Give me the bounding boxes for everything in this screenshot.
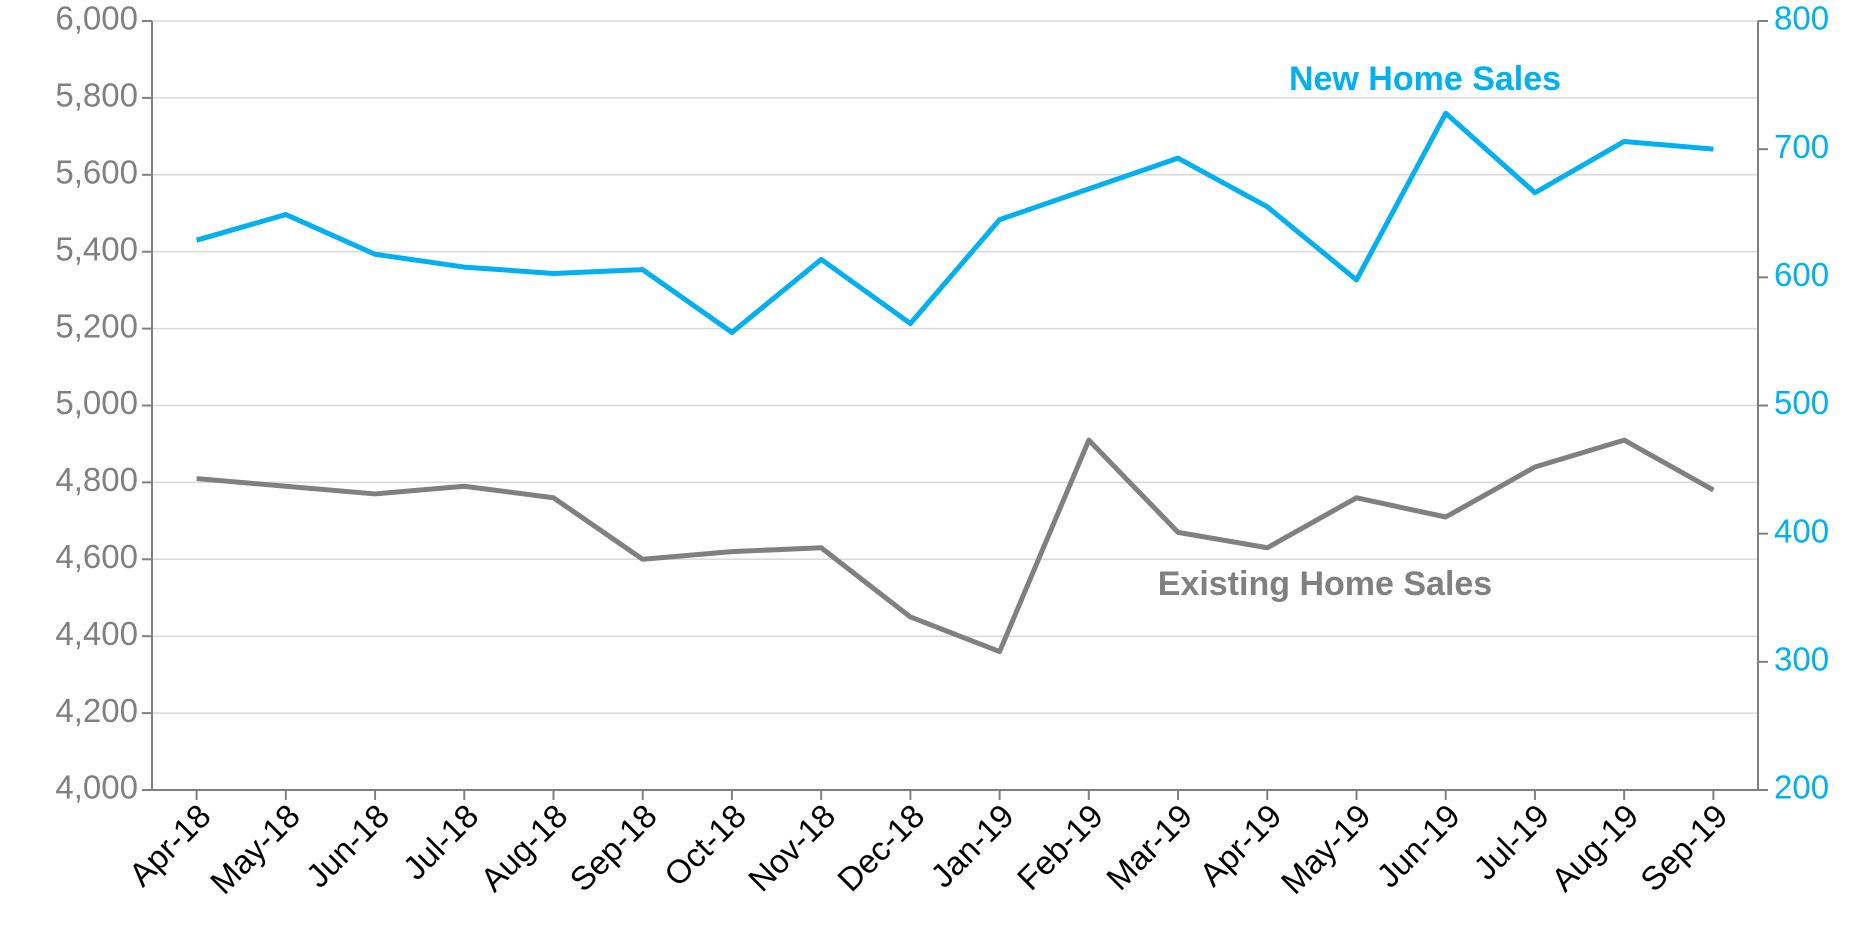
x-tick-label: Jun-19 [1369, 797, 1467, 895]
y-tick-label: 5,800 [55, 77, 138, 114]
annotation: Existing Home Sales [1158, 565, 1492, 603]
x-tick-label: Jul-18 [396, 797, 486, 887]
y2-tick-label: 500 [1774, 384, 1829, 421]
y-tick-label: 5,600 [55, 154, 138, 191]
y-tick-label: 4,000 [55, 769, 138, 806]
x-tick-label: Aug-19 [1544, 797, 1645, 898]
annotation: New Home Sales [1289, 60, 1561, 98]
x-tick-label: Jul-19 [1466, 797, 1556, 887]
y2-tick-label: 600 [1774, 256, 1829, 293]
y2-tick-label: 800 [1774, 0, 1829, 37]
y2-tick-label: 400 [1774, 512, 1829, 549]
series-line [196, 437, 1715, 655]
x-tick-label: Feb-19 [1010, 797, 1110, 897]
x-tick-label: Mar-19 [1099, 797, 1199, 897]
x-tick-label: Aug-18 [473, 797, 574, 898]
y-tick-label: 5,400 [55, 230, 138, 267]
x-tick-label: Jun-18 [299, 797, 397, 895]
y-tick-label: 4,600 [55, 538, 138, 575]
x-tick-label: Oct-18 [657, 797, 753, 893]
x-tick-label: Sep-18 [562, 797, 663, 898]
x-tick-label: Jan-19 [923, 797, 1021, 895]
x-tick-label: May-19 [1274, 797, 1378, 901]
y2-tick-label: 700 [1774, 128, 1829, 165]
y2-tick-label: 200 [1774, 769, 1829, 806]
y-tick-label: 4,200 [55, 692, 138, 729]
y-tick-label: 6,000 [55, 0, 138, 37]
x-tick-label: Nov-18 [741, 797, 842, 898]
y2-tick-label: 300 [1774, 641, 1829, 678]
series-line [195, 110, 1714, 335]
x-tick-label: Apr-19 [1192, 797, 1288, 893]
y-tick-label: 4,400 [55, 615, 138, 652]
x-tick-label: Sep-19 [1633, 797, 1734, 898]
y-tick-label: 5,000 [55, 384, 138, 421]
y-tick-label: 5,200 [55, 307, 138, 344]
x-tick-label: Apr-18 [122, 797, 218, 893]
x-tick-label: Dec-18 [830, 797, 931, 898]
y-tick-label: 4,800 [55, 461, 138, 498]
x-tick-label: May-18 [203, 797, 307, 901]
